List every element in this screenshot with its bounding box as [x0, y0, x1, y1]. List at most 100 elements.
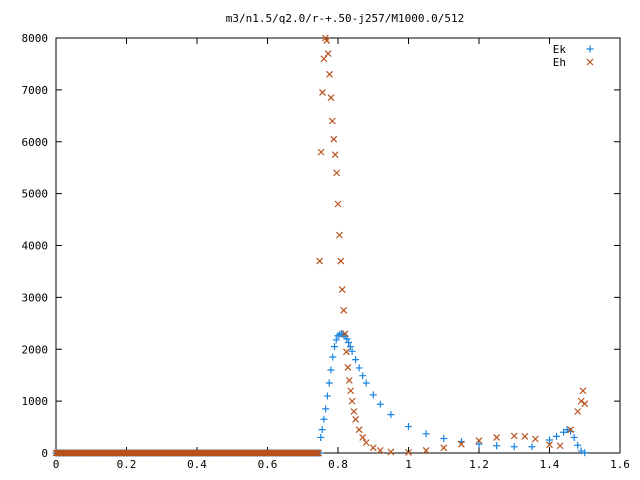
data-point-ek [343, 335, 351, 343]
data-point-eh [341, 330, 349, 338]
data-point-ek [329, 353, 337, 361]
data-point-ek [577, 447, 585, 455]
data-point-eh [521, 432, 529, 440]
data-point-ek [563, 426, 571, 434]
data-point-eh [376, 446, 384, 454]
data-point-eh [338, 286, 346, 294]
chart-title: m3/n1.5/q2.0/r-+.50-j257/M1000.0/512 [226, 12, 464, 25]
data-point-eh [387, 448, 395, 456]
y-tick-label: 5000 [22, 188, 49, 201]
data-point-eh [348, 397, 356, 405]
data-point-eh [340, 306, 348, 314]
data-point-eh [475, 437, 483, 444]
data-point-eh [331, 151, 339, 159]
y-tick-label: 3000 [22, 291, 49, 304]
axes: 0 0.2 0.4 0.6 0.8 1 1.2 1.4 1.6 0 1000 2000 3000 4000… [22, 32, 630, 471]
y-tick-label: 4000 [22, 240, 49, 253]
data-point-eh [369, 444, 377, 452]
data-point-ek [317, 433, 325, 441]
y-tick-label: 7000 [22, 84, 49, 97]
legend-label-eh: Eh [553, 56, 566, 69]
legend-label-ek: Ek [553, 43, 567, 56]
data-point-eh [352, 415, 360, 423]
data-point-eh [347, 387, 355, 395]
data-point-ek [345, 339, 353, 347]
data-point-eh [440, 444, 448, 452]
data-point-eh [324, 50, 332, 57]
data-point-ek [560, 428, 568, 436]
y-tick-label: 6000 [22, 136, 49, 149]
data-point-ek [352, 356, 360, 364]
data-point-ek [330, 343, 338, 351]
data-point-eh [327, 94, 335, 102]
data-point-ek [332, 336, 340, 344]
y-tick-label: 1000 [22, 395, 49, 408]
data-point-ek [362, 379, 370, 387]
data-point-ek [475, 440, 483, 448]
data-point-eh [422, 446, 430, 454]
data-point-eh [355, 426, 363, 434]
data-point-ek [570, 433, 578, 441]
y-tick-label: 0 [41, 447, 48, 460]
data-point-eh [334, 200, 342, 208]
data-point-ek [553, 432, 561, 440]
data-point-ek [359, 372, 367, 380]
data-point-ek [355, 364, 363, 372]
data-point-eh [326, 70, 333, 78]
legend-marker-eh-shape [586, 58, 594, 66]
data-point-eh [335, 231, 343, 239]
data-point-eh [457, 440, 465, 448]
data-point-eh [330, 135, 338, 143]
x-tick-label: 1.6 [610, 458, 630, 471]
data-point-eh [328, 117, 336, 125]
data-point-ek [320, 415, 328, 423]
data-point-eh [344, 363, 352, 371]
data-point-eh [546, 441, 553, 449]
data-point-ek [387, 411, 395, 419]
data-point-ek [325, 379, 333, 387]
data-point-ek [440, 434, 448, 442]
data-point-eh [350, 408, 358, 415]
data-point-ek [322, 405, 330, 413]
x-tick-label: 0 [53, 458, 60, 471]
x-tick-label: 1 [405, 458, 412, 471]
x-tick-label: 0.8 [328, 458, 348, 471]
legend-marker-ek-shape [586, 45, 594, 53]
data-point-ek [346, 343, 354, 351]
data-point-ek [405, 423, 412, 431]
data-point-eh [337, 257, 345, 265]
x-tick-label: 1.4 [540, 458, 560, 471]
data-point-eh [359, 434, 367, 441]
data-point-eh [323, 37, 331, 45]
legend-marker-eh [586, 58, 594, 66]
data-point-eh-baseline [312, 449, 320, 457]
data-point-ek [510, 443, 518, 451]
series-layer [52, 34, 589, 457]
data-point-eh [362, 439, 370, 447]
legend-marker-ek [586, 45, 594, 53]
data-point-eh [531, 435, 539, 443]
series-eh [52, 34, 589, 457]
data-point-eh [556, 442, 564, 450]
data-point-ek [546, 436, 553, 444]
data-point-eh [405, 449, 412, 456]
data-point-eh [493, 434, 501, 441]
data-point-ek [574, 441, 582, 449]
x-tick-label: 0.2 [117, 458, 137, 471]
data-point-ek [422, 430, 430, 438]
data-point-eh [316, 257, 324, 265]
data-point-ek [376, 400, 384, 408]
data-point-eh [343, 348, 350, 356]
data-point-eh [320, 55, 328, 63]
data-point-eh [333, 169, 341, 177]
data-point-eh [579, 387, 587, 395]
data-point-ek [323, 392, 331, 400]
data-point-eh-baseline [314, 449, 321, 457]
data-point-eh [345, 376, 353, 384]
legend: Ek Eh [553, 43, 594, 69]
y-tick-label: 8000 [22, 32, 49, 45]
data-point-eh [319, 89, 326, 96]
data-point-ek [318, 426, 326, 434]
